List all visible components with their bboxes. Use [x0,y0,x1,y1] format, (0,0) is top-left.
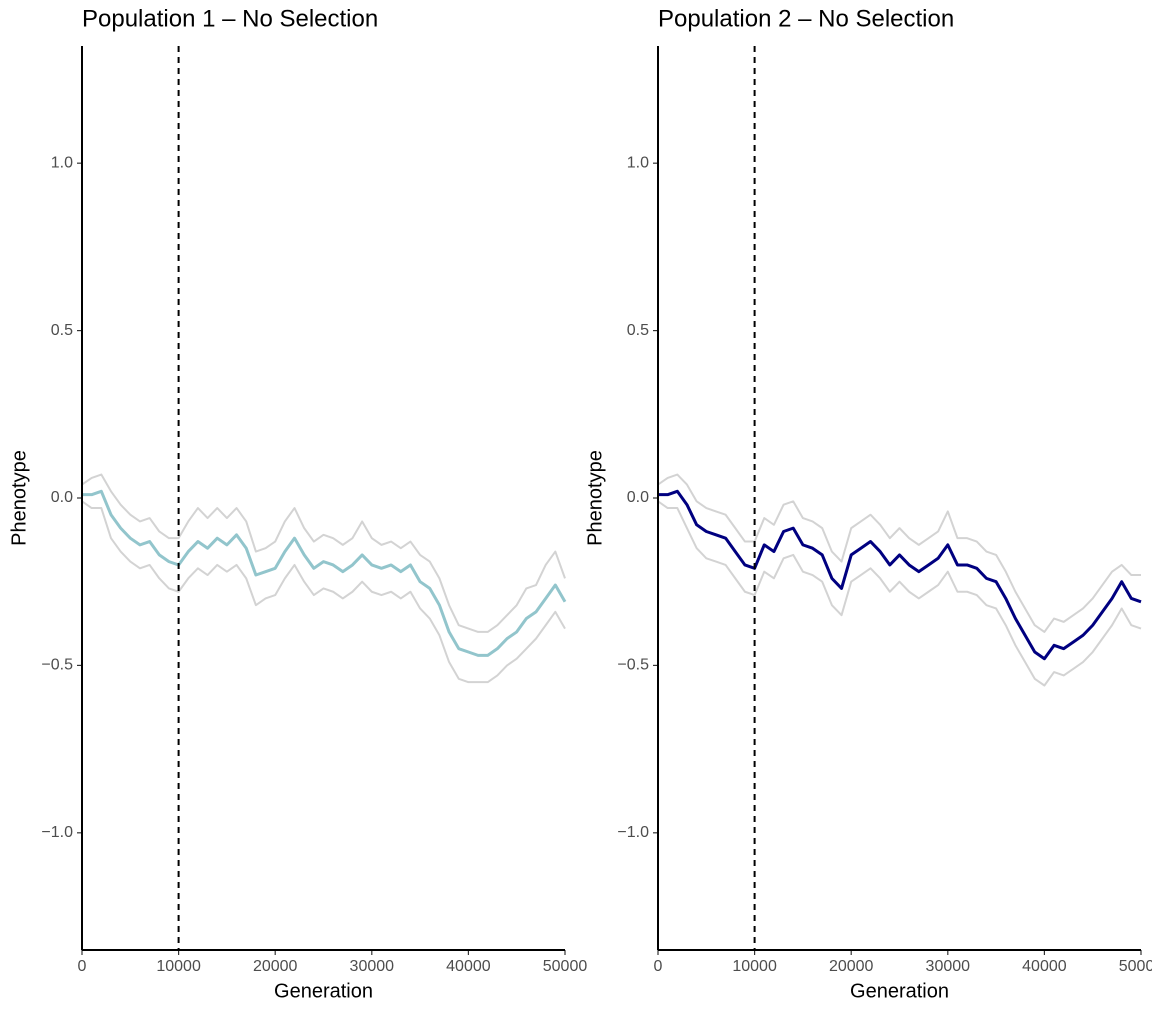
series-line [81,473,566,633]
series-line [82,489,567,657]
y-tick-label: 0.5 [627,322,649,339]
y-tick-label: −0.5 [617,657,649,674]
series-line [81,500,566,684]
panel-title: Population 2 – No Selection [658,5,954,32]
series-line [658,489,1142,661]
y-tick-label: 0.0 [627,489,649,506]
series-line [657,500,1142,687]
y-tick-label: −1.0 [41,824,73,841]
x-tick-label: 10000 [732,958,777,975]
y-tick-label: 1.0 [627,154,649,171]
x-axis-title: Generation [850,980,949,1002]
x-tick-label: 0 [654,958,663,975]
y-tick-label: 0.0 [51,489,73,506]
x-tick-label: 30000 [350,958,395,975]
y-tick-label: 1.0 [51,154,73,171]
x-tick-label: 40000 [446,958,491,975]
y-axis-title: Phenotype [584,450,606,546]
panel-title: Population 1 – No Selection [82,5,378,32]
x-tick-label: 10000 [156,958,201,975]
x-tick-label: 50000 [543,958,588,975]
x-tick-label: 20000 [253,958,298,975]
series-line [657,473,1141,633]
x-tick-label: 30000 [926,958,971,975]
x-axis-title: Generation [274,980,373,1002]
y-tick-label: 0.5 [51,322,73,339]
x-tick-label: 0 [78,958,87,975]
y-tick-label: −1.0 [617,824,649,841]
x-tick-label: 20000 [829,958,874,975]
y-axis-title: Phenotype [8,450,30,546]
x-tick-label: 40000 [1022,958,1067,975]
x-tick-label: 50000 [1119,958,1152,975]
y-tick-label: −0.5 [41,657,73,674]
